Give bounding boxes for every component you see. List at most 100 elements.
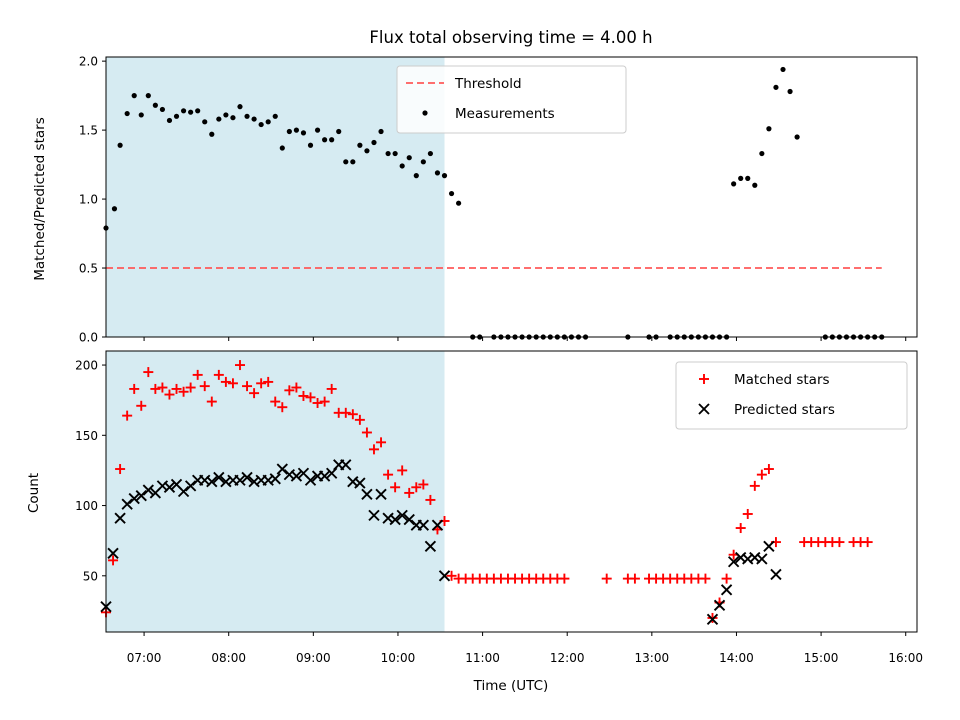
matched-stars-point bbox=[150, 383, 161, 394]
measurement-point bbox=[794, 134, 800, 140]
matched-stars-point bbox=[404, 487, 415, 498]
measurement-point bbox=[258, 121, 264, 128]
matched-stars-point bbox=[418, 479, 429, 490]
measurement-point bbox=[314, 127, 321, 133]
x-tick-label: 13:00 bbox=[635, 651, 670, 665]
matched-stars-point bbox=[256, 378, 267, 389]
legend-label: Threshold bbox=[454, 76, 522, 92]
predicted-stars-point bbox=[424, 540, 437, 552]
matched-stars-point bbox=[199, 381, 210, 392]
bottom-panel: 50 100 150 200 07:00 08:00 09:00 10:00 11:00 12:0… bbox=[75, 350, 923, 665]
legend-measurement-swatch bbox=[422, 110, 428, 116]
measurement-point bbox=[322, 137, 328, 143]
legend-label: Predicted stars bbox=[734, 402, 835, 418]
measurement-point bbox=[279, 145, 285, 151]
matched-stars-point bbox=[213, 369, 224, 380]
measurement-point bbox=[272, 113, 278, 119]
predicted-stars-point bbox=[128, 492, 140, 505]
matched-stars-point bbox=[411, 482, 422, 493]
y-tick-label: 0.0 bbox=[79, 331, 98, 345]
matched-stars-point bbox=[136, 400, 147, 411]
top-y-axis-label: Matched/Predicted stars bbox=[32, 117, 48, 280]
matched-stars-point bbox=[312, 397, 323, 408]
measurement-point bbox=[448, 190, 455, 197]
measurement-point bbox=[145, 93, 151, 99]
matched-stars-point bbox=[383, 469, 394, 480]
predicted-stars-point bbox=[742, 553, 754, 565]
measurement-point bbox=[766, 126, 772, 132]
measurement-point bbox=[773, 84, 779, 90]
matched-stars-point bbox=[234, 360, 245, 371]
matched-stars-point bbox=[629, 573, 640, 584]
matched-stars-point bbox=[270, 396, 281, 407]
predicted-stars-point bbox=[354, 477, 366, 489]
measurement-point bbox=[293, 127, 300, 133]
measurement-point bbox=[216, 116, 222, 122]
matched-stars-point bbox=[397, 465, 408, 476]
measurement-point bbox=[166, 117, 173, 124]
legend-label: Measurements bbox=[455, 106, 555, 122]
predicted-stars-point bbox=[361, 488, 373, 500]
predicted-stars-point bbox=[206, 475, 218, 488]
matched-stars-point bbox=[390, 482, 401, 493]
measurement-point bbox=[336, 128, 342, 135]
measurement-point bbox=[357, 142, 363, 148]
observing-window-shade bbox=[106, 57, 445, 337]
matched-stars-point bbox=[763, 464, 774, 475]
predicted-stars-point bbox=[720, 584, 733, 596]
predicted-stars-point bbox=[368, 509, 380, 522]
predicted-stars-point bbox=[756, 553, 768, 565]
matched-stars-point bbox=[164, 389, 175, 400]
predicted-stars-point bbox=[340, 459, 352, 471]
x-tick-label: 10:00 bbox=[381, 651, 416, 665]
predicted-stars-point bbox=[213, 471, 225, 484]
y-tick-label: 150 bbox=[75, 429, 98, 443]
predicted-stars-point bbox=[234, 474, 246, 486]
measurement-point bbox=[413, 173, 419, 179]
measurement-point bbox=[399, 163, 405, 169]
matched-stars-point bbox=[129, 383, 140, 394]
measurement-point bbox=[350, 159, 356, 165]
y-tick-label: 1.5 bbox=[79, 124, 98, 138]
matched-stars-point bbox=[340, 407, 351, 418]
measurement-point bbox=[159, 106, 166, 113]
measurement-point bbox=[441, 173, 448, 179]
predicted-stars-point bbox=[276, 463, 288, 475]
x-tick-label: 09:00 bbox=[296, 651, 331, 665]
matched-stars-point bbox=[171, 383, 182, 394]
x-tick-label: 11:00 bbox=[465, 651, 500, 665]
matched-stars-point bbox=[862, 537, 873, 548]
predicted-stars-point bbox=[114, 512, 126, 524]
matched-stars-point bbox=[185, 382, 196, 393]
matched-stars-point bbox=[425, 494, 436, 505]
measurement-point bbox=[329, 137, 335, 143]
predicted-stars-point bbox=[770, 568, 782, 581]
matched-stars-point bbox=[220, 376, 231, 387]
matched-stars-point bbox=[601, 573, 612, 584]
predicted-stars-point bbox=[269, 473, 281, 485]
predicted-stars-point bbox=[417, 519, 430, 531]
matched-stars-point bbox=[263, 376, 274, 387]
measurement-point bbox=[364, 148, 370, 154]
measurement-point bbox=[378, 128, 384, 135]
measurement-point bbox=[286, 128, 292, 135]
top-panel: 0.0 0.5 1.0 1.5 2.0 Threshold Measurements bbox=[79, 55, 918, 345]
measurement-point bbox=[244, 113, 250, 119]
measurement-point bbox=[759, 150, 765, 157]
matched-stars-point bbox=[305, 392, 316, 403]
measurement-point bbox=[180, 108, 187, 114]
legend-predicted-swatch bbox=[698, 403, 710, 415]
matched-stars-point bbox=[559, 573, 570, 584]
measurement-point bbox=[173, 113, 180, 119]
measurement-point bbox=[237, 104, 243, 110]
measurement-point bbox=[230, 115, 236, 121]
measurement-point bbox=[138, 112, 144, 118]
predicted-stars-point bbox=[163, 481, 176, 493]
predicted-stars-point bbox=[375, 488, 387, 500]
matched-stars-point bbox=[206, 396, 217, 407]
predicted-stars-point bbox=[727, 556, 740, 568]
matched-stars-point bbox=[376, 437, 387, 448]
measurement-point bbox=[392, 150, 398, 157]
y-tick-label: 200 bbox=[75, 359, 98, 373]
matched-stars-point bbox=[277, 402, 288, 413]
